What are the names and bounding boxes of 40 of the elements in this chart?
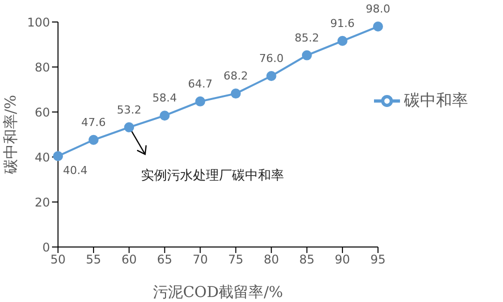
point (195, 96, 206, 106)
y-tick-label: 40 (34, 150, 50, 164)
data-label: 40.4 (63, 164, 88, 178)
y-tick-label: 80 (34, 60, 50, 74)
point (88, 134, 99, 145)
y-axis-title: 碳中和率/% (1, 94, 20, 176)
x-tick-label: 55 (86, 252, 102, 267)
y-tick-label: 0 (42, 240, 50, 254)
point (266, 71, 276, 81)
point (373, 22, 383, 32)
x-tick-label: 80 (264, 252, 279, 267)
legend-label: 碳中和率 (404, 90, 468, 110)
x-tick-label: 95 (370, 252, 386, 267)
y-tick-label: 100 (27, 15, 50, 30)
x-tick-label: 65 (157, 252, 172, 267)
x-tick-label: 85 (299, 252, 315, 267)
y-tick-label: 20 (34, 195, 50, 210)
data-label: 68.2 (224, 70, 248, 83)
x-tick-label: 60 (121, 252, 137, 267)
data-label: 98.0 (366, 2, 390, 16)
point (302, 50, 312, 60)
annotation: 实例污水处理厂碳中和率 (141, 167, 284, 184)
x-tick-label: 90 (334, 252, 350, 267)
x-tick-label: 70 (192, 252, 208, 267)
data-label: 85.2 (294, 31, 320, 44)
x-tick-label: 75 (228, 252, 244, 267)
data-label: 47.6 (81, 116, 106, 129)
data-label: 64.7 (188, 77, 212, 90)
data-label: 91.6 (330, 16, 355, 30)
point (160, 110, 170, 121)
point (337, 36, 348, 46)
y-tick-label: 60 (34, 105, 50, 120)
data-label: 53.2 (116, 103, 142, 116)
point (230, 88, 241, 99)
data-label: 76.0 (259, 52, 284, 65)
point (53, 151, 63, 162)
data-label: 58.4 (152, 92, 177, 105)
x-tick-label: 50 (50, 252, 66, 267)
x-axis-title: 污泥COD截留率/% (152, 283, 284, 301)
point (124, 122, 134, 132)
